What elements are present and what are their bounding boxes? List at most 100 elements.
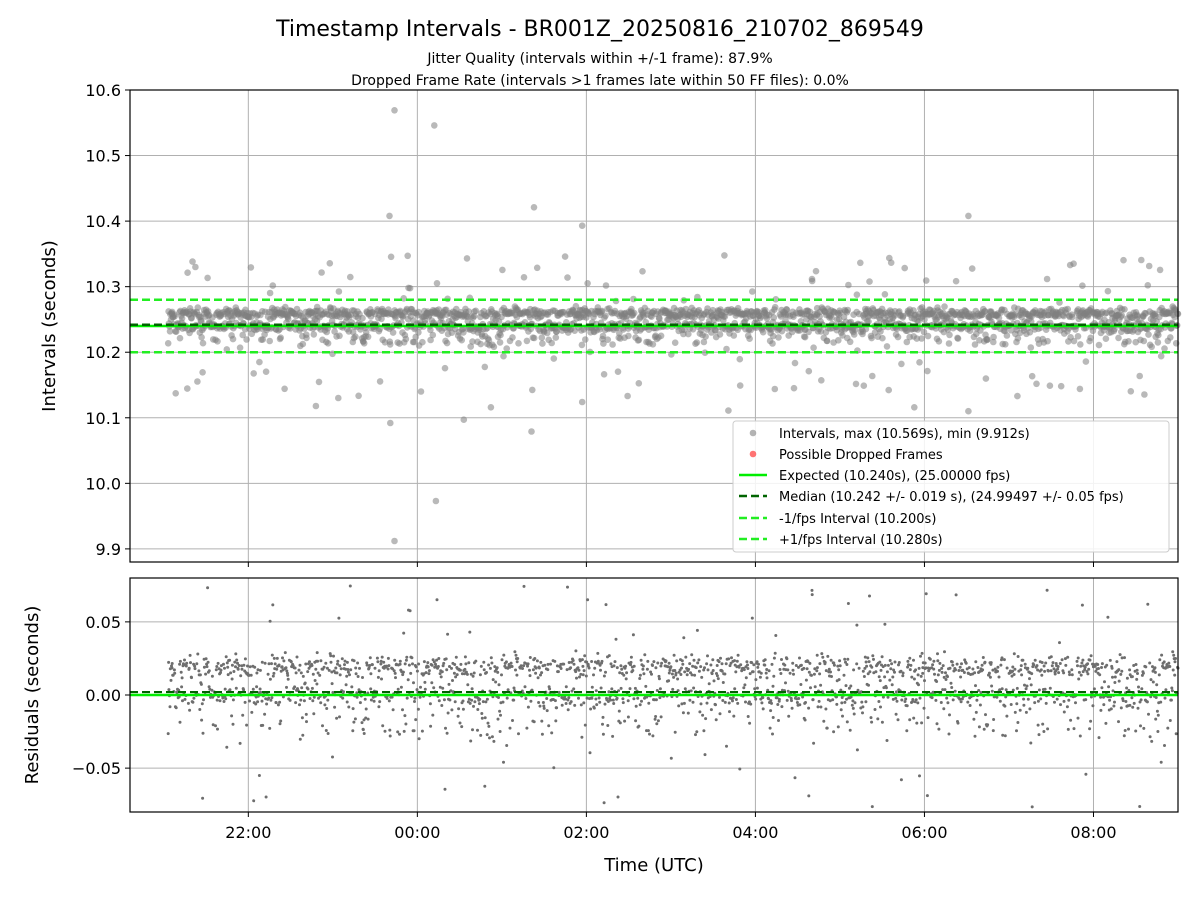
interval-point xyxy=(376,378,384,385)
residual-point xyxy=(683,670,687,674)
residual-point xyxy=(1018,708,1022,712)
residual-point xyxy=(487,663,491,667)
residual-point xyxy=(517,732,520,736)
interval-point xyxy=(981,308,989,315)
interval-point xyxy=(913,335,921,342)
residual-point xyxy=(974,710,978,714)
residual-point xyxy=(901,674,905,678)
residual-point xyxy=(573,703,577,707)
residual-point xyxy=(1120,656,1124,660)
interval-point xyxy=(769,340,776,347)
residual-point xyxy=(738,767,742,771)
residual-point xyxy=(293,666,297,670)
residual-point xyxy=(1135,677,1139,681)
residual-point xyxy=(1110,666,1114,670)
residual-point xyxy=(548,687,552,691)
residual-point xyxy=(553,699,557,703)
residual-point xyxy=(566,585,569,589)
interval-point xyxy=(916,359,923,366)
residual-point xyxy=(1025,684,1029,688)
top-panel: 9.910.010.110.210.310.410.510.6 Interval… xyxy=(39,81,1182,563)
residual-point xyxy=(572,662,576,666)
residual-point xyxy=(1094,669,1098,673)
residual-point xyxy=(848,728,852,732)
residual-point xyxy=(540,719,544,723)
residual-point xyxy=(786,689,790,693)
residual-point xyxy=(763,663,767,667)
residual-point xyxy=(530,688,534,692)
interval-point xyxy=(816,313,823,320)
chart-title: Timestamp Intervals - BR001Z_20250816_21… xyxy=(275,17,924,42)
residual-point xyxy=(896,718,900,722)
residual-point xyxy=(1059,703,1062,707)
residual-point xyxy=(1087,667,1091,671)
top-y-tick-label: 9.9 xyxy=(96,540,121,559)
residual-point xyxy=(445,668,449,672)
interval-point xyxy=(982,375,990,382)
residual-point xyxy=(939,701,943,704)
interval-point xyxy=(199,339,207,347)
residual-point xyxy=(308,697,312,700)
interval-point xyxy=(1070,337,1078,345)
interval-point xyxy=(247,264,255,271)
interval-point xyxy=(945,340,953,347)
residual-point xyxy=(521,667,524,670)
residual-point xyxy=(615,666,619,670)
residual-point xyxy=(1028,707,1032,711)
residual-point xyxy=(1156,730,1160,733)
residual-point xyxy=(710,672,714,676)
interval-point xyxy=(433,280,441,287)
residual-point xyxy=(251,687,255,691)
top-y-tick-label: 10.0 xyxy=(85,474,121,493)
residual-point xyxy=(512,698,516,702)
residual-point xyxy=(866,672,870,676)
residual-point xyxy=(234,686,238,690)
interval-point xyxy=(415,329,422,336)
residual-point xyxy=(189,661,192,665)
residual-point xyxy=(996,669,999,673)
residual-point xyxy=(470,687,474,691)
residual-point xyxy=(843,700,847,704)
residual-point xyxy=(910,675,914,679)
interval-point xyxy=(553,328,560,336)
residual-point xyxy=(510,665,514,668)
residual-point xyxy=(1159,700,1163,704)
residual-point xyxy=(699,665,703,669)
residual-point xyxy=(398,659,402,663)
residual-point xyxy=(655,722,659,726)
residual-point xyxy=(785,698,789,702)
interval-point xyxy=(178,315,186,322)
residual-point xyxy=(202,698,205,702)
residual-point xyxy=(299,671,303,675)
residual-point xyxy=(306,687,310,691)
residual-point xyxy=(1055,697,1059,701)
interval-point xyxy=(1014,392,1021,400)
interval-point xyxy=(431,122,438,129)
residual-point xyxy=(481,700,485,704)
residual-point xyxy=(1016,721,1020,724)
residual-point xyxy=(974,684,977,688)
residual-point xyxy=(268,726,272,730)
residual-point xyxy=(228,688,232,692)
legend-label-expected: Expected (10.240s), (25.00000 fps) xyxy=(779,469,1010,484)
residual-point xyxy=(286,673,290,677)
residual-point xyxy=(1109,707,1113,711)
residual-point xyxy=(623,719,627,723)
interval-point xyxy=(485,336,493,344)
residual-point xyxy=(1168,665,1172,668)
residual-point xyxy=(368,656,372,660)
residual-point xyxy=(268,677,272,681)
residual-point xyxy=(294,701,298,705)
residual-point xyxy=(415,669,419,673)
residual-point xyxy=(845,663,849,666)
residual-point xyxy=(193,667,197,671)
residual-point xyxy=(306,670,310,674)
interval-point xyxy=(600,340,607,347)
interval-point xyxy=(487,404,495,411)
residual-point xyxy=(932,659,936,663)
residual-point xyxy=(804,701,807,704)
residual-point xyxy=(940,666,944,670)
residual-point xyxy=(938,661,942,665)
residual-point xyxy=(1118,653,1122,657)
top-y-tick-label: 10.3 xyxy=(85,278,121,297)
